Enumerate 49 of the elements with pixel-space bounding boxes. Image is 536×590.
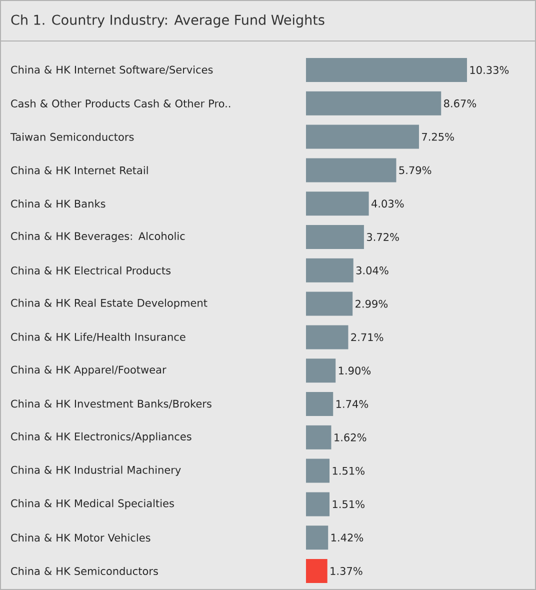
bar: [306, 292, 353, 316]
y-tick-label: China & HK Life/Health Insurance: [11, 332, 186, 342]
bar: [306, 492, 330, 516]
data-label: 2.99%: [356, 300, 388, 308]
bar: [306, 192, 369, 216]
data-label: 2.71%: [351, 333, 384, 342]
data-label: 1.90%: [338, 366, 371, 375]
data-label: 5.79%: [399, 166, 432, 174]
bar: [306, 91, 442, 116]
bar: [306, 124, 419, 149]
y-tick-label: China & HK Apparel/Footwear: [11, 366, 166, 376]
y-tick-label: China & HK Motor Vehicles: [11, 534, 150, 542]
bar: [306, 58, 467, 82]
data-label: 1.51%: [332, 500, 364, 508]
data-label: 1.37%: [330, 567, 362, 575]
bar: [306, 358, 336, 383]
y-tick-label: China & HK Banks: [11, 200, 106, 208]
bar: [306, 158, 396, 182]
bar: [306, 225, 364, 250]
y-tick-label: China & HK Beverages: Alcoholic: [11, 232, 185, 242]
data-label: 1.62%: [334, 433, 366, 442]
text: Ch 1. Country Industry: Average Fund Weights: [11, 14, 324, 28]
bar: [306, 325, 348, 350]
data-label: 10.33%: [470, 66, 509, 74]
y-tick-label: Taiwan Semiconductors: [10, 132, 134, 141]
bar: [306, 559, 328, 583]
y-tick-label: China & HK Semiconductors: [11, 566, 158, 576]
bar: [306, 458, 330, 483]
y-tick-label: China & HK Internet Retail: [11, 166, 148, 174]
y-tick-label: China & HK Real Estate Development: [11, 298, 208, 309]
y-tick-label: China & HK Electrical Products: [11, 266, 171, 274]
data-label: 7.25%: [422, 132, 454, 141]
data-label: 1.74%: [336, 400, 368, 408]
y-tick-label: China & HK Electronics/Appliances: [11, 432, 192, 442]
y-tick-label: China & HK Medical Specialties: [11, 499, 174, 510]
y-tick-label: China & HK Investment Banks/Brokers: [11, 400, 212, 408]
bar: [306, 425, 332, 450]
data-label: 1.51%: [332, 466, 364, 475]
data-label: 8.67%: [444, 99, 476, 108]
data-label: 1.42%: [331, 534, 364, 542]
data-label: 3.72%: [366, 233, 399, 241]
bar: [306, 392, 334, 416]
bar: [306, 258, 354, 282]
y-tick-label: China & HK Internet Software/Services: [11, 66, 213, 74]
bar: [306, 526, 328, 550]
y-tick-label: Cash & Other Products Cash & Other Pro..: [11, 99, 230, 108]
data-label: 3.04%: [356, 266, 388, 274]
y-tick-label: China & HK Industrial Machinery: [11, 466, 181, 476]
data-label: 4.03%: [372, 200, 404, 208]
